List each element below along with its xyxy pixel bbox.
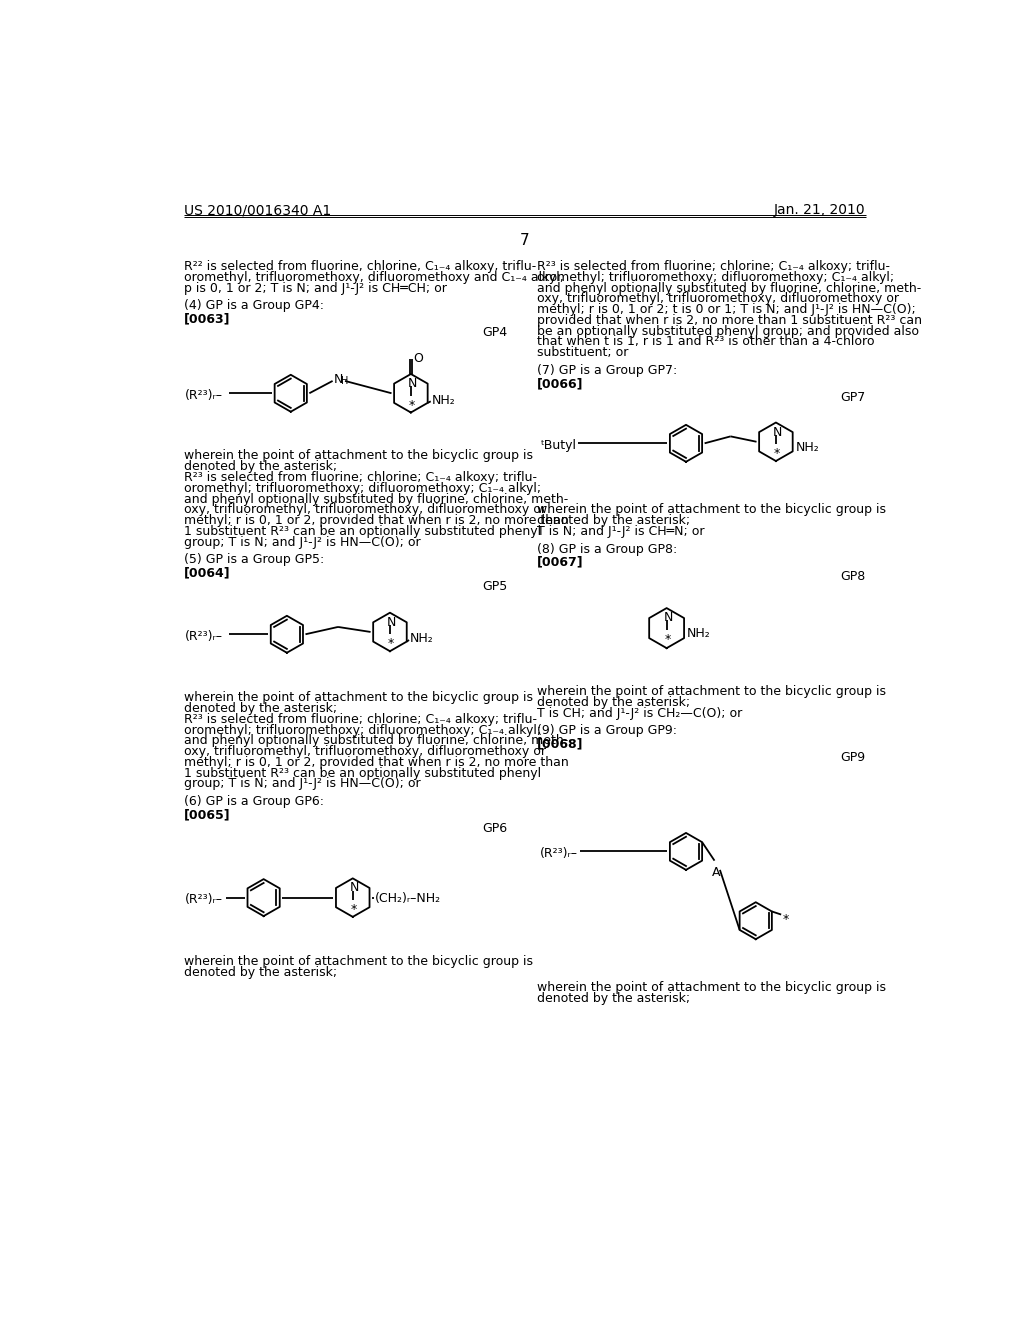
Text: A: A bbox=[712, 866, 721, 879]
Text: denoted by the asterisk;: denoted by the asterisk; bbox=[538, 696, 690, 709]
Text: and phenyl optionally substituted by fluorine, chlorine, meth-: and phenyl optionally substituted by flu… bbox=[183, 492, 568, 506]
Text: denoted by the asterisk;: denoted by the asterisk; bbox=[538, 515, 690, 527]
Text: (R²³)ᵣ–: (R²³)ᵣ– bbox=[185, 388, 223, 401]
Text: N: N bbox=[773, 425, 782, 438]
Text: GP9: GP9 bbox=[841, 751, 866, 764]
Text: *: * bbox=[409, 399, 415, 412]
Text: *: * bbox=[350, 903, 356, 916]
Text: T is N; and J¹-J² is CH═N; or: T is N; and J¹-J² is CH═N; or bbox=[538, 525, 705, 539]
Text: GP6: GP6 bbox=[482, 822, 508, 836]
Text: NH₂: NH₂ bbox=[687, 627, 711, 640]
Text: oxy, trifluoromethyl, trifluoromethoxy, difluoromethoxy or: oxy, trifluoromethyl, trifluoromethoxy, … bbox=[183, 744, 546, 758]
Text: oromethyl, trifluoromethoxy, difluoromethoxy and C₁₋₄ alkyl;: oromethyl, trifluoromethoxy, difluoromet… bbox=[183, 271, 564, 284]
Text: N: N bbox=[349, 882, 359, 895]
Text: N: N bbox=[387, 615, 396, 628]
Text: [0065]: [0065] bbox=[183, 808, 230, 821]
Text: (R²³)ᵣ–: (R²³)ᵣ– bbox=[185, 892, 223, 906]
Text: oxy, trifluoromethyl, trifluoromethoxy, difluoromethoxy or: oxy, trifluoromethyl, trifluoromethoxy, … bbox=[183, 503, 546, 516]
Text: group; T is N; and J¹-J² is HN—C(O); or: group; T is N; and J¹-J² is HN—C(O); or bbox=[183, 777, 421, 791]
Text: [0068]: [0068] bbox=[538, 738, 584, 751]
Text: [0064]: [0064] bbox=[183, 566, 230, 579]
Text: Jan. 21, 2010: Jan. 21, 2010 bbox=[774, 203, 866, 216]
Text: wherein the point of attachment to the bicyclic group is: wherein the point of attachment to the b… bbox=[538, 503, 886, 516]
Text: wherein the point of attachment to the bicyclic group is: wherein the point of attachment to the b… bbox=[183, 449, 532, 462]
Text: R²³ is selected from fluorine; chlorine; C₁₋₄ alkoxy; triflu-: R²³ is selected from fluorine; chlorine;… bbox=[538, 260, 890, 273]
Text: GP5: GP5 bbox=[482, 581, 508, 594]
Text: GP7: GP7 bbox=[841, 391, 866, 404]
Text: R²² is selected from fluorine, chlorine, C₁₋₄ alkoxy, triflu-: R²² is selected from fluorine, chlorine,… bbox=[183, 260, 536, 273]
Text: be an optionally substituted phenyl group; and provided also: be an optionally substituted phenyl grou… bbox=[538, 325, 920, 338]
Text: and phenyl optionally substituted by fluorine, chlorine, meth-: and phenyl optionally substituted by flu… bbox=[538, 281, 922, 294]
Text: and phenyl optionally substituted by fluorine, chlorine, meth-: and phenyl optionally substituted by flu… bbox=[183, 734, 568, 747]
Text: (5) GP is a Group GP5:: (5) GP is a Group GP5: bbox=[183, 553, 324, 566]
Text: denoted by the asterisk;: denoted by the asterisk; bbox=[183, 702, 337, 715]
Text: *: * bbox=[782, 913, 788, 927]
Text: denoted by the asterisk;: denoted by the asterisk; bbox=[183, 461, 337, 474]
Text: NH₂: NH₂ bbox=[431, 393, 456, 407]
Text: wherein the point of attachment to the bicyclic group is: wherein the point of attachment to the b… bbox=[183, 692, 532, 705]
Text: [0067]: [0067] bbox=[538, 556, 584, 569]
Text: (9) GP is a Group GP9:: (9) GP is a Group GP9: bbox=[538, 725, 677, 738]
Text: *: * bbox=[773, 447, 780, 461]
Text: methyl; r is 0, 1 or 2; t is 0 or 1; T is N; and J¹-J² is HN—C(O);: methyl; r is 0, 1 or 2; t is 0 or 1; T i… bbox=[538, 304, 915, 317]
Text: that when t is 1, r is 1 and R²³ is other than a 4-chloro: that when t is 1, r is 1 and R²³ is othe… bbox=[538, 335, 874, 348]
Text: NH₂: NH₂ bbox=[796, 441, 819, 454]
Text: (R²³)ᵣ–: (R²³)ᵣ– bbox=[185, 630, 223, 643]
Text: substituent; or: substituent; or bbox=[538, 346, 629, 359]
Text: provided that when r is 2, no more than 1 substituent R²³ can: provided that when r is 2, no more than … bbox=[538, 314, 923, 327]
Text: denoted by the asterisk;: denoted by the asterisk; bbox=[538, 991, 690, 1005]
Text: oromethyl; trifluoromethoxy; difluoromethoxy; C₁₋₄ alkyl;: oromethyl; trifluoromethoxy; difluoromet… bbox=[538, 271, 894, 284]
Text: wherein the point of attachment to the bicyclic group is: wherein the point of attachment to the b… bbox=[183, 956, 532, 969]
Text: O: O bbox=[414, 351, 423, 364]
Text: 1 substituent R²³ can be an optionally substituted phenyl: 1 substituent R²³ can be an optionally s… bbox=[183, 525, 541, 539]
Text: NH₂: NH₂ bbox=[410, 632, 433, 645]
Text: group; T is N; and J¹-J² is HN—C(O); or: group; T is N; and J¹-J² is HN—C(O); or bbox=[183, 536, 421, 549]
Text: wherein the point of attachment to the bicyclic group is: wherein the point of attachment to the b… bbox=[538, 981, 886, 994]
Text: oromethyl; trifluoromethoxy; difluoromethoxy; C₁₋₄ alkyl;: oromethyl; trifluoromethoxy; difluoromet… bbox=[183, 482, 541, 495]
Text: [0063]: [0063] bbox=[183, 313, 230, 326]
Text: wherein the point of attachment to the bicyclic group is: wherein the point of attachment to the b… bbox=[538, 685, 886, 698]
Text: GP8: GP8 bbox=[841, 570, 866, 582]
Text: T is CH; and J¹-J² is CH₂—C(O); or: T is CH; and J¹-J² is CH₂—C(O); or bbox=[538, 706, 742, 719]
Text: US 2010/0016340 A1: US 2010/0016340 A1 bbox=[183, 203, 331, 216]
Text: [0066]: [0066] bbox=[538, 378, 584, 391]
Text: (CH₂)ᵣ–NH₂: (CH₂)ᵣ–NH₂ bbox=[375, 892, 441, 906]
Text: methyl; r is 0, 1 or 2, provided that when r is 2, no more than: methyl; r is 0, 1 or 2, provided that wh… bbox=[183, 756, 568, 770]
Text: (8) GP is a Group GP8:: (8) GP is a Group GP8: bbox=[538, 543, 678, 556]
Text: ᵗButyl: ᵗButyl bbox=[541, 438, 577, 451]
Text: oromethyl; trifluoromethoxy; difluoromethoxy; C₁₋₄ alkyl;: oromethyl; trifluoromethoxy; difluoromet… bbox=[183, 723, 541, 737]
Text: oxy, trifluoromethyl, trifluoromethoxy, difluoromethoxy or: oxy, trifluoromethyl, trifluoromethoxy, … bbox=[538, 293, 899, 305]
Text: (7) GP is a Group GP7:: (7) GP is a Group GP7: bbox=[538, 364, 678, 378]
Text: N: N bbox=[334, 374, 343, 387]
Text: methyl; r is 0, 1 or 2, provided that when r is 2, no more than: methyl; r is 0, 1 or 2, provided that wh… bbox=[183, 515, 568, 527]
Text: R²³ is selected from fluorine; chlorine; C₁₋₄ alkoxy; triflu-: R²³ is selected from fluorine; chlorine;… bbox=[183, 471, 537, 484]
Text: *: * bbox=[665, 632, 671, 645]
Text: *: * bbox=[388, 638, 394, 651]
Text: (6) GP is a Group GP6:: (6) GP is a Group GP6: bbox=[183, 795, 324, 808]
Text: N: N bbox=[408, 378, 417, 391]
Text: denoted by the asterisk;: denoted by the asterisk; bbox=[183, 966, 337, 979]
Text: H: H bbox=[341, 376, 348, 387]
Text: (4) GP is a Group GP4:: (4) GP is a Group GP4: bbox=[183, 300, 324, 313]
Text: R²³ is selected from fluorine; chlorine; C₁₋₄ alkoxy; triflu-: R²³ is selected from fluorine; chlorine;… bbox=[183, 713, 537, 726]
Text: p is 0, 1 or 2; T is N; and J¹-J² is CH═CH; or: p is 0, 1 or 2; T is N; and J¹-J² is CH═… bbox=[183, 281, 446, 294]
Text: 7: 7 bbox=[520, 234, 529, 248]
Text: 1 substituent R²³ can be an optionally substituted phenyl: 1 substituent R²³ can be an optionally s… bbox=[183, 767, 541, 780]
Text: (R²³)ᵣ–: (R²³)ᵣ– bbox=[541, 847, 579, 859]
Text: N: N bbox=[664, 611, 673, 624]
Text: GP4: GP4 bbox=[482, 326, 508, 339]
